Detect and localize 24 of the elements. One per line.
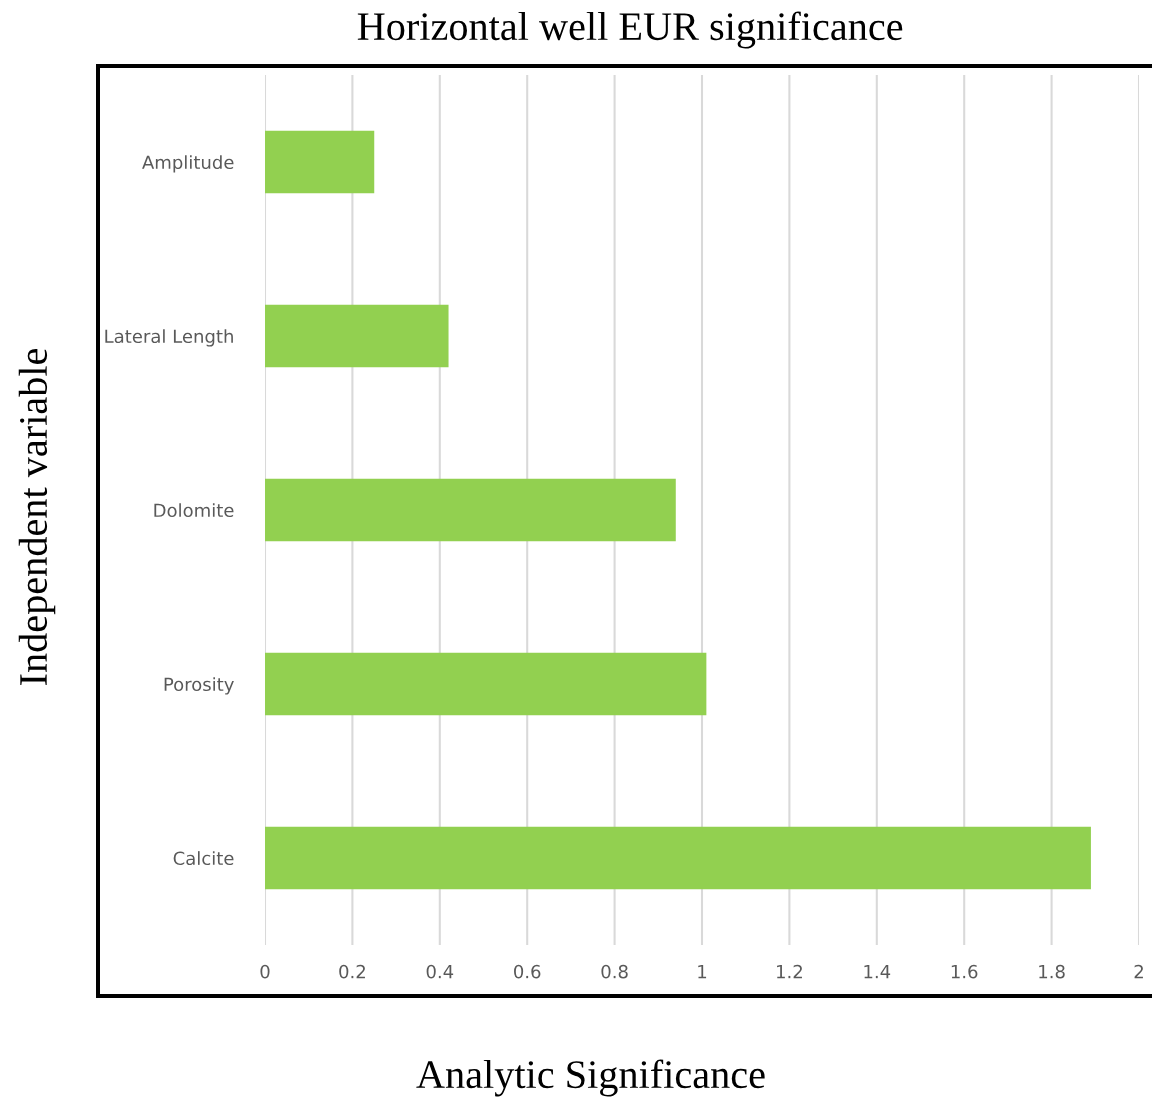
x-tick-label: 0.4 bbox=[426, 964, 454, 979]
x-tick-label: 1 bbox=[698, 965, 707, 979]
y-tick-label: Dolomite bbox=[154, 503, 234, 518]
y-tick-label: Amplitude bbox=[142, 155, 234, 173]
x-tick-label: 1.2 bbox=[777, 964, 802, 979]
x-tick-label: 0.6 bbox=[514, 964, 541, 979]
bar bbox=[265, 826, 1091, 890]
x-tick-label: 1.6 bbox=[951, 964, 978, 979]
x-tick-label: 1.4 bbox=[864, 965, 891, 979]
chart-title: Horizontal well EUR significance bbox=[357, 11, 903, 49]
x-tick-label: 0.2 bbox=[339, 964, 365, 979]
bar bbox=[265, 130, 375, 194]
bar bbox=[265, 652, 707, 716]
y-tick-label: Lateral Length bbox=[105, 329, 233, 347]
bar bbox=[265, 478, 676, 542]
x-tick-label: 0.8 bbox=[601, 964, 628, 979]
x-tick-label: 0 bbox=[260, 964, 270, 979]
y-tick-label: Calcite bbox=[173, 851, 234, 866]
bar bbox=[265, 304, 449, 368]
x-tick-label: 2 bbox=[1134, 964, 1143, 979]
y-tick-label: Porosity bbox=[164, 677, 234, 695]
y-axis-title: Independent variable bbox=[18, 348, 56, 685]
x-axis-title: Analytic Significance bbox=[416, 1059, 765, 1097]
x-tick-label: 1.8 bbox=[1039, 964, 1065, 979]
